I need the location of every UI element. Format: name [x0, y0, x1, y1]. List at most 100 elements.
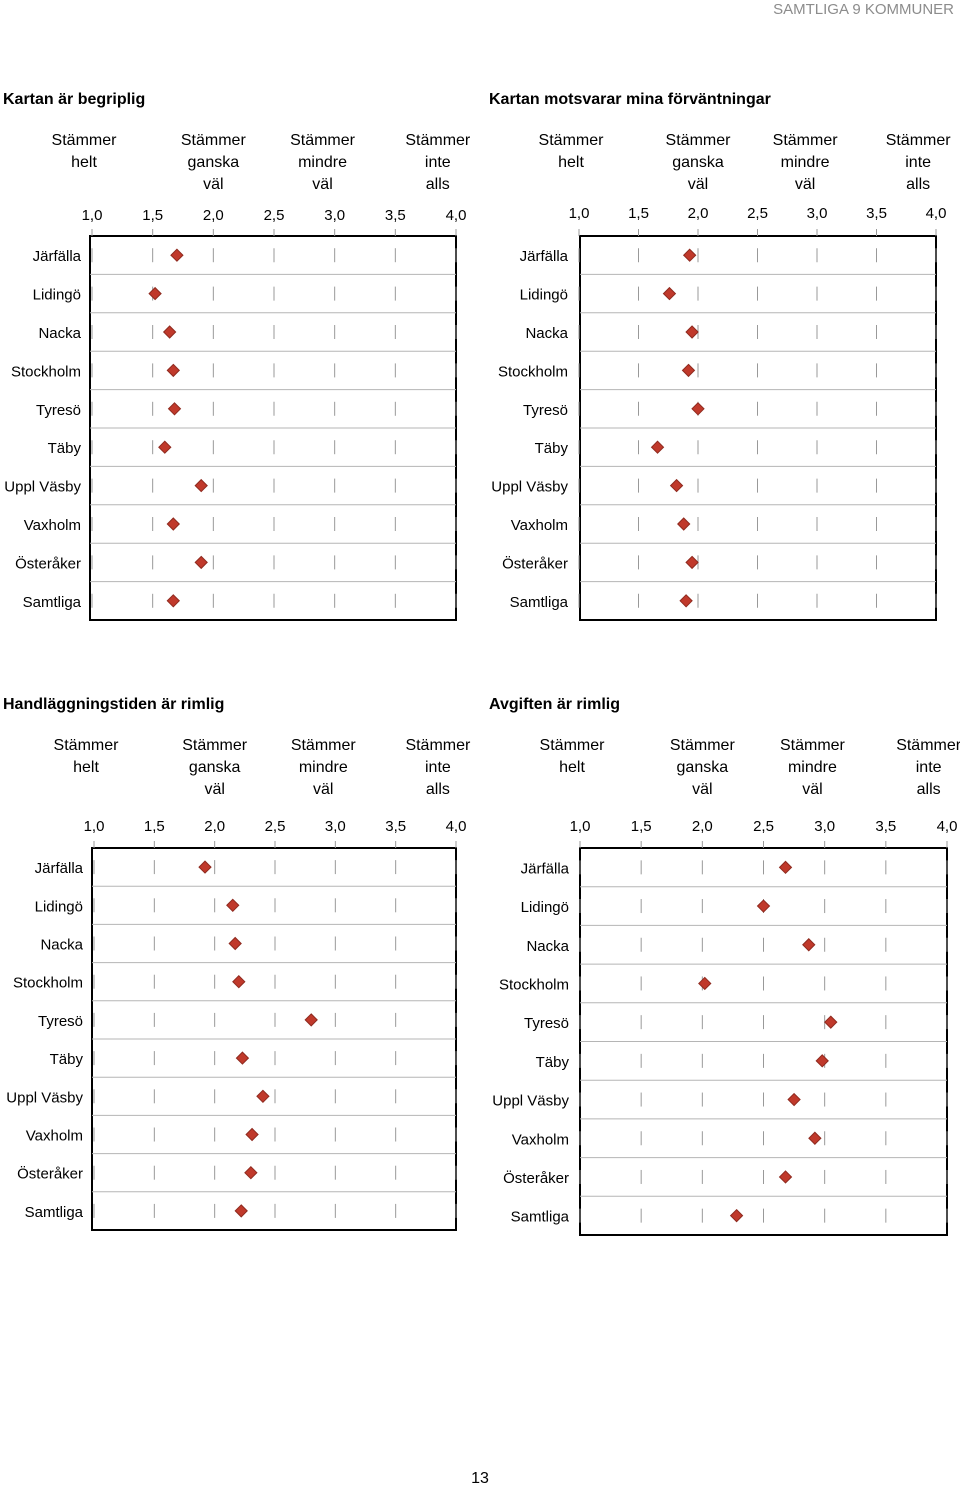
category-label: Stockholm: [499, 976, 569, 993]
data-point-österåker: [194, 555, 208, 570]
x-tick-label: 2,5: [747, 205, 768, 222]
category-label: Österåker: [15, 554, 81, 572]
data-point-järfälla: [198, 860, 212, 874]
scale-label-2: Stämmer: [182, 737, 248, 754]
category-label: Nacka: [526, 938, 569, 955]
scale-label-3: Stämmer: [290, 132, 356, 149]
scale-label-3: mindre: [781, 154, 830, 171]
data-point-vaxholm: [677, 517, 691, 531]
scale-label-1: Stämmer: [52, 132, 118, 149]
x-tick-label: 2,5: [753, 818, 774, 835]
scale-label-4: inte: [425, 154, 451, 171]
category-label: Uppl Väsby: [6, 1089, 83, 1106]
category-label: Österåker: [17, 1165, 83, 1183]
scale-label-4: Stämmer: [405, 737, 471, 754]
category-label: Järfälla: [35, 860, 84, 877]
scale-label-4: Stämmer: [896, 737, 960, 754]
data-point-stockholm: [698, 976, 712, 991]
data-point-samtliga: [679, 594, 693, 608]
x-tick-label: 3,5: [385, 818, 406, 835]
x-tick-label: 1,0: [84, 818, 105, 835]
x-tick-label: 3,0: [814, 818, 835, 835]
category-label: Täby: [48, 440, 82, 457]
data-point-järfälla: [170, 248, 184, 262]
scale-label-3: mindre: [299, 759, 348, 776]
x-tick-label: 4,0: [446, 207, 467, 224]
category-label: Österåker: [502, 554, 568, 572]
category-label: Stockholm: [11, 363, 81, 380]
category-label: Vaxholm: [512, 1131, 569, 1148]
data-point-tyresö: [167, 402, 182, 416]
scale-label-1: helt: [71, 154, 97, 171]
scale-label-2: ganska: [189, 759, 241, 776]
data-point-tyresö: [691, 402, 705, 416]
category-label: Samtliga: [23, 594, 82, 611]
data-point-österåker: [244, 1165, 258, 1180]
x-tick-label: 2,0: [692, 818, 713, 835]
data-point-uppl-väsby: [194, 478, 208, 493]
x-tick-label: 3,0: [325, 818, 346, 835]
data-point-stockholm: [166, 363, 181, 378]
data-point-tyresö: [824, 1015, 838, 1029]
data-point-tyresö: [304, 1013, 318, 1027]
category-label: Vaxholm: [24, 517, 81, 534]
category-label: Tyresö: [524, 1015, 569, 1032]
data-point-täby: [815, 1054, 829, 1068]
data-point-täby: [235, 1051, 250, 1065]
data-point-uppl-väsby: [669, 478, 684, 493]
chart-panel-2: Kartan motsvarar mina förväntningar Stämm…: [489, 91, 952, 621]
x-tick-label: 3,5: [866, 205, 887, 222]
scale-label-4: Stämmer: [405, 132, 471, 149]
scale-label-1: Stämmer: [540, 737, 606, 754]
data-point-vaxholm: [245, 1127, 259, 1142]
category-label: Vaxholm: [511, 517, 568, 534]
category-label: Tyresö: [38, 1013, 83, 1030]
x-tick-label: 4,0: [937, 818, 958, 835]
scale-label-3: mindre: [298, 154, 347, 171]
scale-label-4: alls: [906, 176, 930, 193]
data-point-nacka: [802, 938, 816, 952]
x-tick-label: 2,5: [264, 207, 285, 224]
category-label: Tyresö: [36, 402, 81, 419]
data-point-järfälla: [682, 248, 697, 262]
category-label: Järfälla: [33, 248, 82, 265]
scale-label-3: väl: [802, 781, 822, 798]
data-point-samtliga: [729, 1208, 744, 1223]
scale-label-3: Stämmer: [291, 737, 357, 754]
chart-panel-1: Kartan är begriplig Stämmer helt Stämmer gan…: [3, 91, 471, 621]
scale-label-3: väl: [312, 176, 332, 193]
x-tick-label: 2,5: [265, 818, 286, 835]
chart-title: Kartan motsvarar mina förväntningar: [489, 91, 771, 108]
data-point-täby: [158, 440, 172, 454]
data-point-stockholm: [681, 363, 696, 378]
scale-label-1: Stämmer: [54, 737, 120, 754]
category-label: Samtliga: [511, 1209, 570, 1226]
scale-label-2: väl: [204, 781, 224, 798]
scale-label-4: Stämmer: [886, 132, 952, 149]
category-label: Nacka: [525, 325, 568, 342]
category-label: Täby: [535, 440, 569, 457]
x-tick-label: 1,0: [82, 207, 103, 224]
scale-label-2: ganska: [677, 759, 729, 776]
data-point-vaxholm: [166, 517, 181, 531]
scale-label-4: alls: [426, 176, 450, 193]
scale-label-4: inte: [425, 759, 451, 776]
scale-label-2: Stämmer: [181, 132, 247, 149]
data-point-lidingö: [148, 286, 162, 301]
chart-title: Kartan är begriplig: [3, 91, 145, 108]
category-label: Järfälla: [521, 860, 570, 877]
category-label: Samtliga: [510, 594, 569, 611]
scale-label-2: väl: [203, 176, 223, 193]
category-label: Stockholm: [498, 363, 568, 380]
chart-title: Handläggningstiden är rimlig: [3, 696, 224, 713]
scale-label-2: väl: [692, 781, 712, 798]
category-label: Nacka: [40, 937, 83, 954]
scale-label-3: väl: [313, 781, 333, 798]
data-point-österåker: [778, 1170, 793, 1184]
scale-label-1: helt: [559, 759, 585, 776]
x-tick-label: 2,0: [203, 207, 224, 224]
x-tick-label: 2,0: [688, 205, 709, 222]
x-tick-label: 4,0: [446, 818, 467, 835]
scale-label-2: ganska: [672, 154, 724, 171]
chart-panel-3: Handläggningstiden är rimlig Stämmer helt S…: [3, 696, 471, 1231]
